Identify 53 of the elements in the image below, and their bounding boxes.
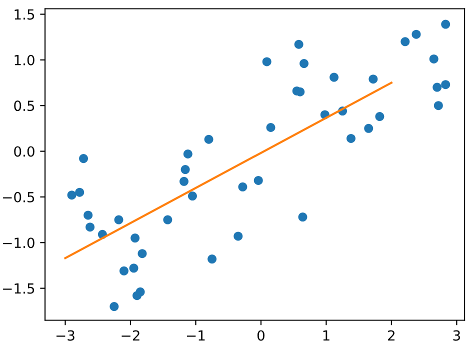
point <box>179 176 188 186</box>
point <box>204 134 214 144</box>
point <box>364 124 374 133</box>
point <box>441 20 450 29</box>
y-tick-label: −0.5 <box>3 192 34 202</box>
point <box>163 215 172 224</box>
y-tick-label: 0.5 <box>14 100 34 112</box>
point <box>238 182 248 192</box>
point <box>432 82 442 92</box>
x-tick-label: −3 <box>56 330 74 341</box>
point <box>183 149 192 158</box>
point <box>75 188 84 197</box>
point <box>114 215 124 224</box>
point <box>67 190 76 200</box>
point <box>86 222 95 232</box>
point <box>110 302 119 312</box>
x-tick-label: 2 <box>388 330 394 341</box>
point <box>254 176 263 185</box>
x-tick-label: 0 <box>257 330 264 341</box>
point <box>300 59 309 68</box>
point <box>266 123 276 132</box>
point <box>234 232 243 241</box>
y-tick-label: 1.5 <box>14 9 34 20</box>
x-tick-label: −2 <box>122 330 140 341</box>
x-tick-label: 1 <box>323 330 330 341</box>
point <box>346 134 356 143</box>
y-tick-label: 1.0 <box>14 54 34 66</box>
point <box>208 254 217 264</box>
x-tick-label: −1 <box>186 330 205 341</box>
x-tick-label: 3 <box>453 330 460 341</box>
point <box>375 112 384 122</box>
point <box>136 287 145 296</box>
y-tick-label: −1.0 <box>3 238 34 248</box>
point <box>368 74 378 84</box>
y-tick-label: 0.0 <box>14 146 34 157</box>
point <box>130 234 140 243</box>
point <box>294 40 304 49</box>
point <box>434 101 443 110</box>
point <box>330 72 339 82</box>
y-tick-label: −1.5 <box>3 283 34 294</box>
point <box>262 57 272 66</box>
point <box>119 266 128 276</box>
point <box>79 154 88 164</box>
point <box>84 210 93 220</box>
point <box>429 54 438 64</box>
point <box>188 192 197 201</box>
point <box>441 80 450 90</box>
point <box>138 249 147 258</box>
point <box>400 37 410 46</box>
point <box>298 212 308 222</box>
point <box>412 30 421 39</box>
point <box>129 264 138 273</box>
point <box>180 165 190 174</box>
